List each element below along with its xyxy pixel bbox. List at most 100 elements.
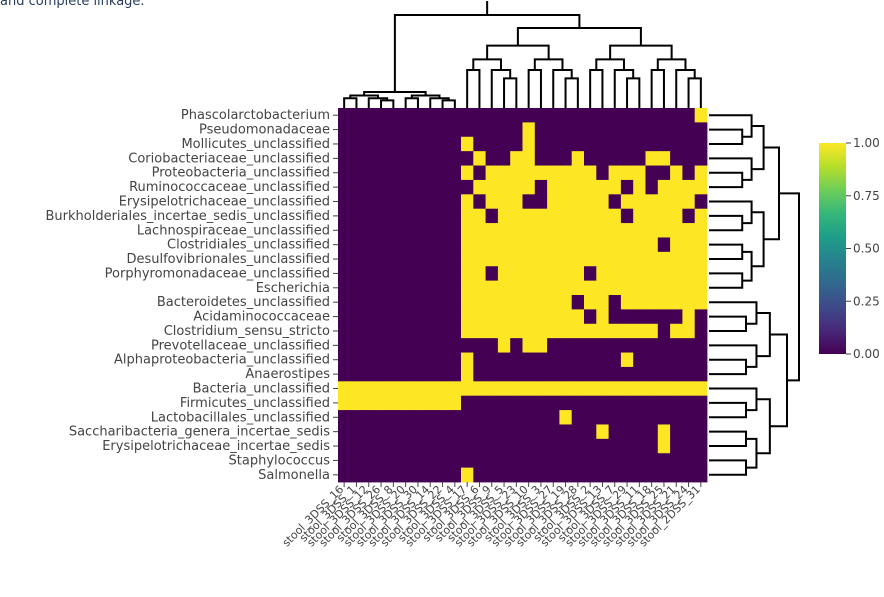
heatmap-cell	[448, 352, 462, 368]
heatmap-cell	[436, 410, 450, 425]
heatmap-cell	[485, 338, 499, 353]
heatmap-cell	[424, 338, 437, 353]
heatmap-cell	[645, 108, 659, 123]
heatmap-cell	[374, 223, 388, 238]
heatmap-cell	[473, 438, 486, 454]
heatmap-cell	[645, 410, 659, 425]
heatmap-cell	[485, 108, 499, 123]
heatmap-cell	[424, 309, 437, 325]
column-dendrogram-link	[656, 58, 687, 71]
heatmap-cell	[436, 237, 450, 253]
heatmap-cell	[559, 352, 573, 368]
heatmap-cell	[620, 223, 634, 238]
heatmap-cell	[534, 194, 548, 210]
heatmap-cell	[411, 295, 425, 310]
y-tick-label: Bacteroidetes_unclassified	[157, 295, 330, 310]
heatmap-cell	[584, 122, 597, 138]
heatmap-cell	[571, 151, 585, 166]
heatmap-cell	[596, 136, 609, 152]
heatmap-cell	[645, 467, 659, 483]
heatmap-cell	[374, 323, 388, 339]
heatmap-cell	[387, 467, 400, 483]
column-dendrogram-link	[564, 77, 579, 108]
heatmap-cell	[436, 179, 450, 195]
heatmap-cell	[571, 453, 585, 469]
heatmap-cell	[374, 424, 388, 440]
heatmap-cell	[473, 424, 486, 440]
heatmap-cell	[374, 122, 388, 138]
heatmap-cell	[633, 323, 646, 339]
heatmap-cell	[620, 280, 634, 296]
colorbar-tick-label: 0.25	[853, 294, 880, 308]
heatmap-cell	[374, 366, 388, 382]
heatmap-cell	[424, 395, 437, 411]
heatmap-cell	[411, 165, 425, 181]
heatmap-cell	[387, 237, 400, 253]
heatmap-cell	[399, 266, 413, 282]
column-dendrogram-link	[466, 69, 481, 108]
y-axis-labels: PhascolarctobacteriumPseudomonadaceaeMol…	[45, 108, 338, 483]
heatmap-cell	[387, 323, 400, 339]
heatmap-cell	[374, 151, 388, 166]
heatmap-cell	[436, 352, 450, 368]
heatmap-cell	[694, 309, 708, 325]
heatmap-cell	[608, 352, 622, 368]
heatmap-cell	[448, 438, 462, 454]
heatmap-cell	[559, 323, 573, 339]
heatmap-cell	[534, 165, 548, 181]
heatmap-cell	[387, 381, 400, 397]
heatmap-cell	[596, 467, 609, 483]
heatmap-cell	[657, 237, 671, 253]
y-tick-label: Prevotellaceae_unclassified	[151, 338, 330, 353]
heatmap-cell	[596, 165, 609, 181]
heatmap-cell	[448, 381, 462, 397]
column-dendrogram-link	[589, 69, 604, 108]
heatmap-cell	[571, 395, 585, 411]
heatmap-cell	[682, 323, 696, 339]
heatmap-cell	[411, 179, 425, 195]
heatmap-cell	[485, 266, 499, 282]
heatmap-cell	[362, 338, 376, 353]
heatmap-cell	[473, 352, 486, 368]
heatmap-cell	[645, 208, 659, 224]
heatmap-cell	[497, 151, 511, 166]
heatmap-cell	[620, 381, 634, 397]
heatmap-cell	[387, 251, 400, 267]
heatmap-cell	[350, 295, 363, 310]
heatmap-cell	[338, 194, 351, 210]
heatmap-cell	[411, 251, 425, 267]
heatmap-cell	[670, 381, 683, 397]
heatmap-cell	[670, 295, 683, 310]
heatmap-cell	[608, 309, 622, 325]
heatmap-cell	[497, 194, 511, 210]
heatmap-cell	[387, 352, 400, 368]
heatmap-cell	[411, 136, 425, 152]
heatmap-cell	[485, 395, 499, 411]
x-axis-labels: stool_3DSS_16stool_3DSS_1stool_3DSS_12st…	[280, 482, 703, 549]
heatmap-cell	[424, 467, 437, 483]
heatmap-cell	[387, 151, 400, 166]
heatmap-cell	[633, 223, 646, 238]
heatmap-cell	[461, 208, 474, 224]
heatmap-cell	[620, 395, 634, 411]
heatmap-cell	[338, 467, 351, 483]
heatmap-cell	[682, 136, 696, 152]
heatmap-cell	[473, 309, 486, 325]
heatmap-cell	[633, 453, 646, 469]
heatmap-cell	[633, 295, 646, 310]
heatmap-cell	[338, 122, 351, 138]
heatmap-cell	[350, 108, 363, 123]
heatmap-cell	[534, 338, 548, 353]
y-tick-label: Acidaminococcaceae	[193, 310, 330, 325]
heatmap-cell	[559, 165, 573, 181]
heatmap-cell	[399, 309, 413, 325]
heatmap-cell	[633, 194, 646, 210]
heatmap-cell	[510, 165, 523, 181]
heatmap-cell	[399, 338, 413, 353]
heatmap-cell	[522, 251, 536, 267]
heatmap-cell	[596, 410, 609, 425]
heatmap-cell	[547, 410, 560, 425]
heatmap-cell	[534, 151, 548, 166]
heatmap-cell	[387, 366, 400, 382]
heatmap-cell	[338, 453, 351, 469]
